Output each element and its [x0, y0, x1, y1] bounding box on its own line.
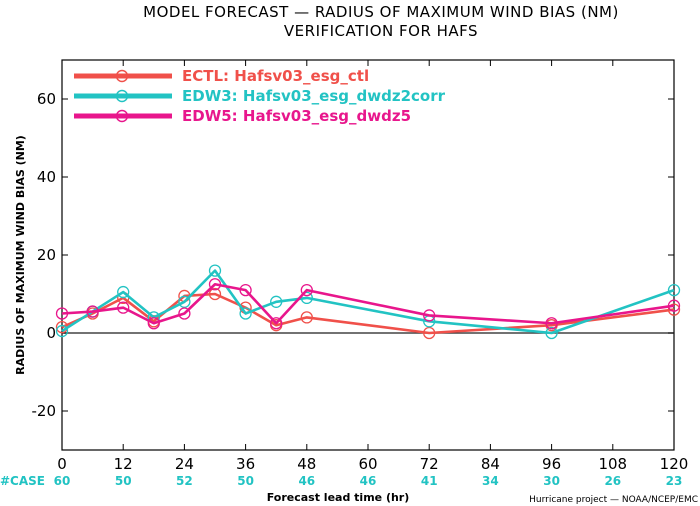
credit-note: Hurricane project — NOAA/NCEP/EMC: [529, 495, 698, 505]
data-point: [178, 307, 191, 320]
case-count: 50: [115, 474, 132, 488]
x-tick-label: 24: [175, 455, 194, 473]
case-count: 34: [482, 474, 499, 488]
data-point: [55, 307, 69, 320]
data-point: [545, 317, 558, 330]
x-tick-label: 84: [481, 455, 500, 473]
series-3: [55, 278, 681, 330]
x-tick-label: 0: [57, 455, 67, 473]
x-axis: 0 12 24 36 48 60 72 84 96 108 120: [57, 60, 688, 473]
data-point: [423, 326, 436, 340]
data-point: [300, 311, 313, 324]
case-count: 41: [421, 474, 438, 488]
data-point: [55, 324, 69, 338]
data-point: [239, 307, 252, 320]
data-point: [147, 317, 160, 330]
data-point: [208, 287, 222, 301]
x-tick-label: 48: [297, 455, 316, 473]
series-layer: [55, 264, 681, 340]
data-point: [270, 295, 283, 308]
data-point: [208, 278, 222, 291]
x-axis-label: Forecast lead time (hr): [267, 491, 410, 504]
series-1: [55, 287, 681, 340]
y-axis-label: RADIUS OF MAXIMUM WIND BIAS (NM): [14, 135, 27, 375]
data-point: [86, 305, 99, 318]
data-point: [117, 301, 130, 314]
case-count: 50: [237, 474, 254, 488]
y-tick-label: 40: [37, 168, 56, 186]
case-count: 46: [298, 474, 315, 488]
data-point: [117, 285, 130, 299]
case-count: 23: [666, 474, 683, 488]
case-count: 52: [176, 474, 193, 488]
legend-marker: [115, 89, 129, 103]
case-count: 26: [604, 474, 621, 488]
data-point: [545, 326, 558, 340]
legend-marker: [115, 109, 129, 123]
x-tick-label: 60: [358, 455, 377, 473]
y-tick-label: -20: [32, 402, 57, 420]
data-point: [667, 303, 681, 316]
y-tick-label: 0: [46, 324, 56, 342]
data-point: [239, 283, 252, 297]
case-count: 30: [543, 474, 560, 488]
y-tick-label: 20: [37, 246, 56, 264]
data-point: [300, 283, 313, 297]
case-count: 60: [54, 474, 71, 488]
data-point: [667, 283, 681, 297]
data-point: [208, 264, 222, 277]
data-point: [667, 299, 681, 312]
x-tick-label: 72: [420, 455, 439, 473]
case-label: #CASE: [0, 474, 45, 488]
chart-subtitle: VERIFICATION FOR HAFS: [284, 22, 478, 40]
data-point: [423, 309, 436, 322]
legend-marker: [115, 69, 129, 83]
data-point: [270, 317, 283, 330]
legend-label: EDW5: Hafsv03_esg_dwdz5: [182, 107, 411, 125]
legend-label: ECTL: Hafsv03_esg_ctl: [182, 67, 369, 85]
case-count: 46: [360, 474, 377, 488]
x-tick-label: 96: [542, 455, 561, 473]
y-axis: -20 0 20 40 60: [32, 90, 674, 420]
x-tick-label: 120: [660, 455, 689, 473]
y-tick-label: 60: [37, 90, 56, 108]
x-tick-label: 36: [236, 455, 255, 473]
legend-label: EDW3: Hafsv03_esg_dwdz2corr: [182, 87, 446, 105]
x-tick-label: 108: [598, 455, 627, 473]
x-tick-label: 12: [114, 455, 133, 473]
data-point: [178, 295, 191, 308]
legend: ECTL: Hafsv03_esg_ctl EDW3: Hafsv03_esg_d…: [74, 67, 446, 125]
chart-title: MODEL FORECAST — RADIUS OF MAXIMUM WIND …: [143, 3, 619, 21]
case-counts: 60 50 52 50 46 46 41 34 30 26 23: [54, 474, 683, 488]
